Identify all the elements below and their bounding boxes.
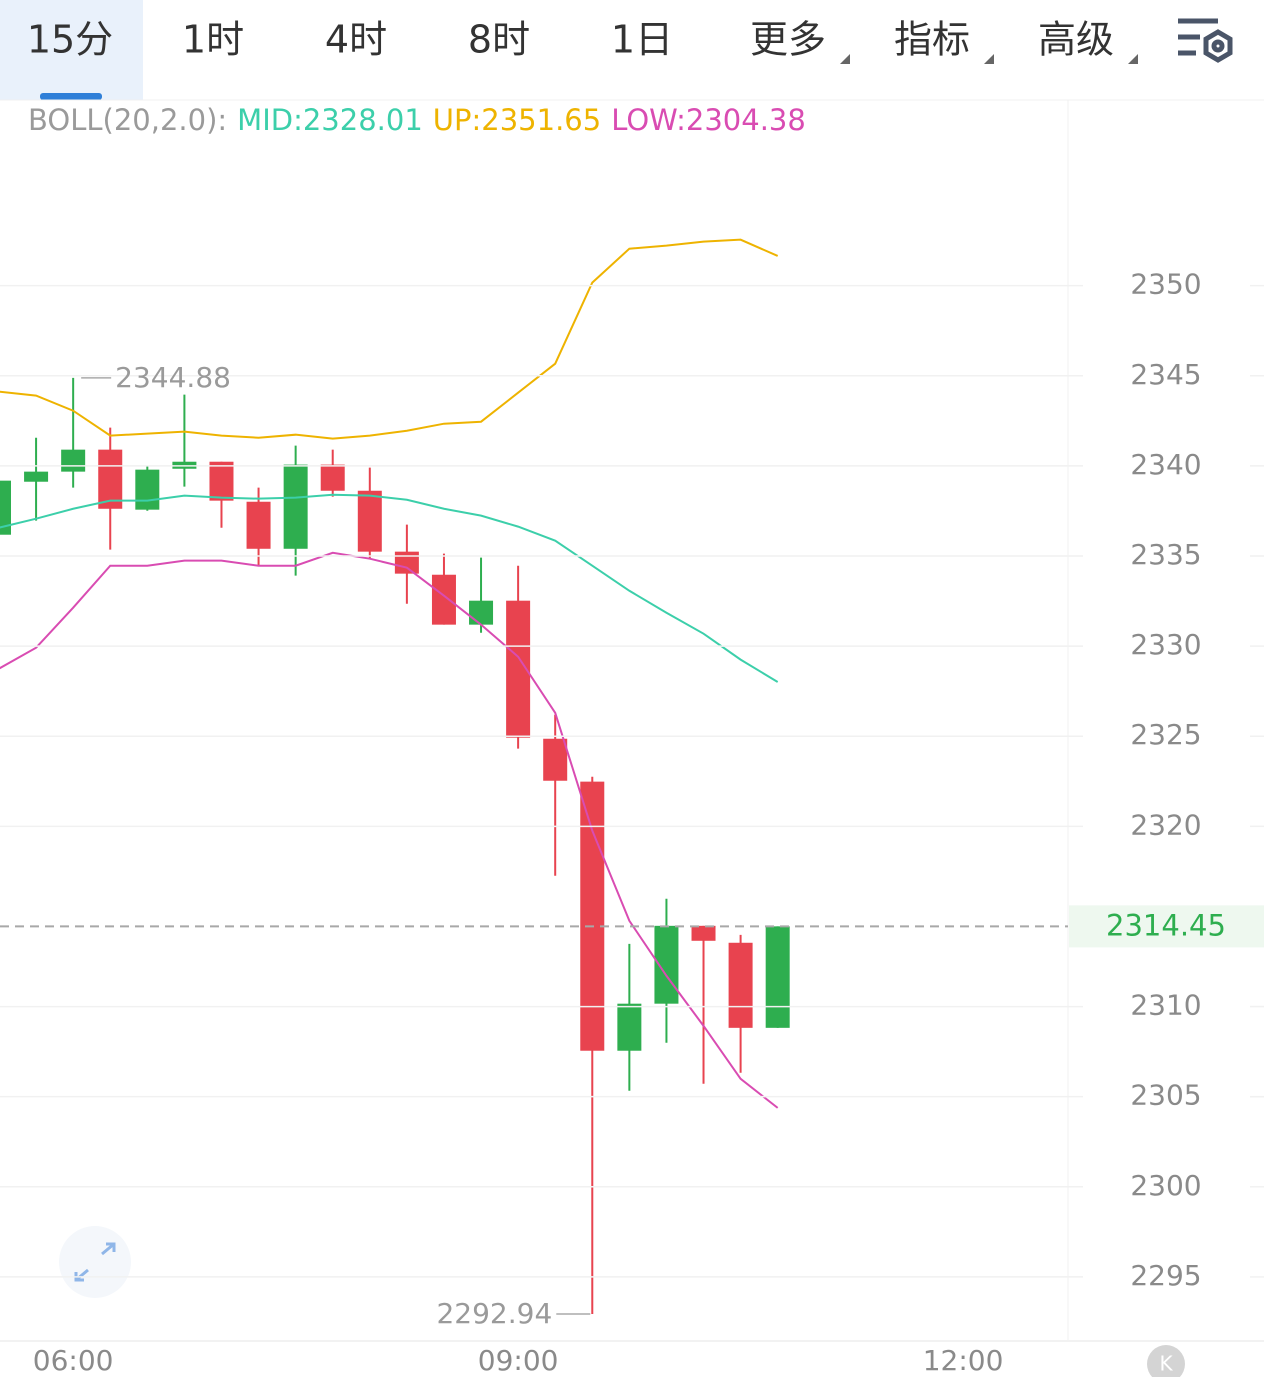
x-tick-label: 06:00 — [33, 1344, 114, 1377]
y-tick-label: 2300 — [1130, 1169, 1201, 1202]
indicator-name: BOLL(20,2.0): — [28, 103, 227, 137]
candle-body — [246, 501, 271, 549]
candle-body — [135, 469, 160, 510]
y-tick-label: 2345 — [1130, 358, 1201, 391]
tab[interactable]: 15分 — [27, 18, 113, 62]
candle-body — [0, 480, 11, 535]
tab[interactable]: 高级 — [1038, 18, 1114, 62]
boll-line — [0, 493, 779, 683]
max-label: 2344.88 — [115, 361, 231, 394]
candle-body — [580, 781, 605, 1051]
candle-body — [617, 1003, 642, 1051]
candle-body — [98, 449, 123, 509]
svg-text:K: K — [1159, 1352, 1173, 1376]
legend-entry: UP:2351.65 — [433, 103, 601, 137]
x-tick-label: 09:00 — [478, 1344, 559, 1377]
tab[interactable]: 4时 — [325, 18, 387, 62]
tab[interactable]: 更多 — [750, 18, 826, 62]
candle-body — [728, 942, 753, 1028]
y-tick-label: 2325 — [1130, 718, 1201, 751]
boll-line — [0, 551, 779, 1109]
y-tick-label: 2350 — [1130, 268, 1201, 301]
tab[interactable]: 指标 — [894, 18, 970, 62]
indicator-legend: BOLL(20,2.0): MID:2328.01 UP:2351.65 LOW:23… — [28, 103, 806, 137]
active-tab-indicator — [40, 93, 102, 100]
candle-body — [209, 461, 234, 501]
min-label: 2292.94 — [436, 1297, 552, 1330]
candle-body — [765, 926, 790, 1028]
expand-button[interactable] — [59, 1226, 131, 1298]
current-price-tag — [1069, 905, 1264, 948]
legend-entry: MID:2328.01 — [237, 103, 423, 137]
candle-body — [357, 490, 382, 552]
candle-body — [543, 738, 568, 781]
candle-body — [61, 449, 86, 472]
tab[interactable]: 8时 — [468, 18, 530, 62]
boll-line — [0, 238, 779, 440]
tab[interactable]: 1日 — [611, 18, 673, 62]
active-tab-bg — [0, 0, 143, 100]
y-tick-label: 2295 — [1130, 1259, 1201, 1292]
candle-body — [394, 551, 419, 574]
k-button[interactable]: K — [1147, 1345, 1185, 1381]
candle-body — [24, 471, 49, 482]
legend-entry: LOW:2304.38 — [611, 103, 806, 137]
y-tick-label: 2305 — [1130, 1079, 1201, 1112]
candle-body — [320, 464, 345, 491]
tab[interactable]: 1时 — [182, 18, 244, 62]
more-arrows — [840, 54, 1138, 64]
y-tick-label: 2310 — [1130, 989, 1201, 1022]
plot-area — [0, 238, 790, 1315]
candle-body — [469, 600, 494, 625]
candle-body — [283, 464, 308, 549]
tab-bar — [0, 0, 1264, 100]
current-price-label: 2314.45 — [1106, 908, 1226, 942]
candle-body — [691, 925, 716, 941]
y-tick-label: 2340 — [1130, 448, 1201, 481]
x-tick-label: 12:00 — [923, 1344, 1004, 1377]
y-tick-label: 2335 — [1130, 538, 1201, 571]
y-tick-label: 2320 — [1130, 808, 1201, 841]
candle-body — [431, 574, 456, 625]
settings-icon[interactable] — [1178, 18, 1233, 63]
y-tick-label: 2330 — [1130, 628, 1201, 661]
